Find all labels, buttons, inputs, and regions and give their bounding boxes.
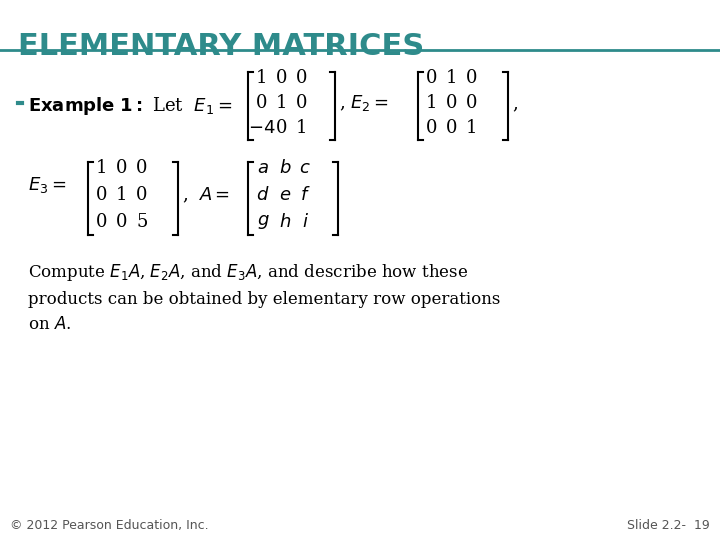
Text: 1: 1 bbox=[116, 186, 127, 204]
Text: 0: 0 bbox=[467, 69, 478, 87]
Text: 0: 0 bbox=[136, 159, 148, 177]
Text: $f$: $f$ bbox=[300, 186, 310, 204]
Text: $h$: $h$ bbox=[279, 213, 291, 231]
Text: 0: 0 bbox=[446, 119, 458, 137]
Text: $d$: $d$ bbox=[256, 186, 270, 204]
Text: ELEMENTARY MATRICES: ELEMENTARY MATRICES bbox=[18, 32, 424, 61]
Text: 1: 1 bbox=[96, 159, 108, 177]
Text: 0: 0 bbox=[426, 119, 438, 137]
Text: 0: 0 bbox=[296, 94, 307, 112]
Text: Compute $E_1A$, $E_2A$, and $E_3A$, and describe how these
products can be obtai: Compute $E_1A$, $E_2A$, and $E_3A$, and … bbox=[28, 262, 500, 333]
Text: $a$: $a$ bbox=[257, 159, 269, 177]
Text: ,: , bbox=[512, 94, 518, 112]
Text: $E_3 =$: $E_3 =$ bbox=[28, 175, 66, 195]
Text: , $E_2 =$: , $E_2 =$ bbox=[339, 93, 389, 113]
Text: 5: 5 bbox=[136, 213, 148, 231]
Text: 0: 0 bbox=[116, 159, 127, 177]
Text: $b$: $b$ bbox=[279, 159, 292, 177]
Text: 0: 0 bbox=[116, 213, 127, 231]
Text: $-4$: $-4$ bbox=[248, 119, 276, 137]
Text: © 2012 Pearson Education, Inc.: © 2012 Pearson Education, Inc. bbox=[10, 519, 209, 532]
Text: 0: 0 bbox=[136, 186, 148, 204]
Text: 1: 1 bbox=[296, 119, 307, 137]
Text: 0: 0 bbox=[276, 69, 288, 87]
Text: 0: 0 bbox=[96, 186, 108, 204]
Text: $c$: $c$ bbox=[300, 159, 311, 177]
Text: 0: 0 bbox=[276, 119, 288, 137]
Text: $e$: $e$ bbox=[279, 186, 291, 204]
Text: 1: 1 bbox=[426, 94, 438, 112]
Text: 1: 1 bbox=[276, 94, 288, 112]
Text: 1: 1 bbox=[467, 119, 478, 137]
Text: 0: 0 bbox=[426, 69, 438, 87]
Text: 0: 0 bbox=[467, 94, 478, 112]
Text: ,  $A =$: , $A =$ bbox=[182, 185, 230, 205]
Text: $\bf{Example\ 1:}$ Let  $E_1 =$: $\bf{Example\ 1:}$ Let $E_1 =$ bbox=[28, 95, 232, 117]
Text: $g$: $g$ bbox=[256, 213, 269, 231]
Text: 0: 0 bbox=[446, 94, 458, 112]
Text: Slide 2.2-  19: Slide 2.2- 19 bbox=[627, 519, 710, 532]
Text: 1: 1 bbox=[256, 69, 268, 87]
Text: 1: 1 bbox=[446, 69, 458, 87]
Text: 0: 0 bbox=[256, 94, 268, 112]
Text: 0: 0 bbox=[296, 69, 307, 87]
Text: $i$: $i$ bbox=[302, 213, 308, 231]
Text: 0: 0 bbox=[96, 213, 108, 231]
